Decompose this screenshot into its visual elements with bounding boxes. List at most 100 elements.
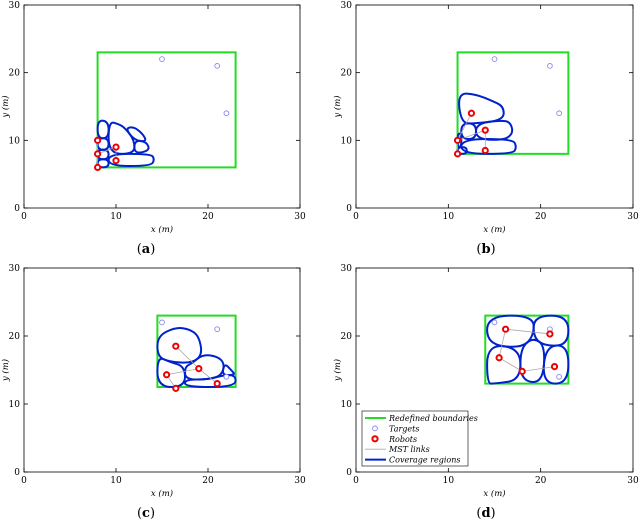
legend-swatch-robots <box>371 435 379 443</box>
panel-c: 0 10 20 30 0 10 20 30 x (m) y (m) (c) <box>0 264 306 521</box>
coverage-region <box>475 119 514 141</box>
y-tick-label: 20 <box>341 69 353 79</box>
robot-marker <box>195 365 203 373</box>
caption-letter: c <box>142 506 150 521</box>
y-tick-label: 10 <box>341 400 353 410</box>
mst-link <box>175 345 200 369</box>
robot-marker <box>481 126 489 134</box>
robot-marker <box>546 330 554 338</box>
panel-d: 0 10 20 30 0 10 20 30 x (m) y (m) (d) <box>332 264 639 521</box>
caption-letter: b <box>481 242 490 257</box>
y-tick-label: 10 <box>341 136 353 146</box>
y-tick-label: 0 <box>346 204 352 214</box>
robot-marker <box>501 325 510 333</box>
panel-caption: (a) <box>137 242 156 257</box>
redefined-boundary <box>96 51 237 169</box>
y-tick-label: 30 <box>341 1 353 11</box>
panel-a: 0 10 20 30 0 10 20 30 x (m) y (m) (a) <box>0 1 306 257</box>
x-tick-label: 30 <box>627 212 639 222</box>
legend-label-boundary: Redefined boundaries <box>388 414 478 423</box>
target-marker <box>159 319 165 326</box>
robot-marker <box>518 367 526 375</box>
legend-label-regions: Coverage regions <box>389 456 461 465</box>
coverage-region <box>96 119 110 140</box>
caption-paren-close: ) <box>150 242 155 257</box>
legend-label-robots: Robots <box>388 435 417 444</box>
robot-marker <box>550 363 559 371</box>
robot-marker <box>453 150 462 158</box>
mst-link <box>498 329 506 358</box>
caption-paren-close: ) <box>491 506 496 521</box>
coverage-region <box>519 338 546 384</box>
mst-link <box>522 366 555 372</box>
robot-marker <box>94 136 102 144</box>
panel-caption: (b) <box>476 242 495 257</box>
robot-marker <box>112 157 120 165</box>
y-axis-label: y (m) <box>332 359 343 382</box>
x-axis-label: x (m) <box>483 488 505 499</box>
target-marker <box>214 326 221 333</box>
caption-paren-close: ) <box>491 242 496 257</box>
x-tick-label: 10 <box>443 212 455 222</box>
robot-marker <box>172 384 180 392</box>
coverage-region <box>486 345 522 385</box>
robot-marker <box>453 136 462 144</box>
target-marker <box>491 56 498 62</box>
mst-link <box>505 328 550 335</box>
caption-letter: a <box>142 242 151 257</box>
x-tick-label: 20 <box>202 212 214 222</box>
caption-paren-open: ( <box>137 242 142 257</box>
caption-paren-open: ( <box>137 506 142 521</box>
x-tick-label: 30 <box>294 212 306 222</box>
y-tick-label: 10 <box>9 400 21 410</box>
legend-label-targets: Targets <box>389 424 419 433</box>
mst-link <box>198 368 218 384</box>
caption-letter: d <box>481 506 490 521</box>
y-tick-label: 0 <box>14 204 20 214</box>
coverage-region <box>458 92 505 125</box>
robot-marker <box>94 150 102 158</box>
target-marker <box>214 63 221 69</box>
target-marker <box>223 110 230 117</box>
mst-link <box>457 113 472 141</box>
y-tick-label: 20 <box>9 69 21 79</box>
legend-box <box>361 410 469 467</box>
target-marker <box>556 373 562 380</box>
caption-paren-open: ( <box>476 242 481 257</box>
robot-marker <box>163 371 171 379</box>
axes-frame <box>355 267 634 473</box>
y-tick-label: 30 <box>341 264 353 274</box>
axes-frame <box>355 4 634 209</box>
x-tick-label: 0 <box>21 476 27 486</box>
target-marker <box>547 63 553 69</box>
y-tick-label: 0 <box>14 468 20 478</box>
target-marker <box>491 319 498 326</box>
coverage-region <box>456 132 463 149</box>
robot-marker <box>94 163 102 171</box>
coverage-region <box>156 357 186 388</box>
panel-caption: (d) <box>476 506 495 521</box>
x-axis-label: x (m) <box>151 488 173 499</box>
y-tick-label: 10 <box>9 136 21 146</box>
coverage-region <box>133 139 150 154</box>
mst-link <box>166 368 199 376</box>
y-axis-label: y (m) <box>0 95 11 118</box>
x-tick-label: 10 <box>443 476 455 486</box>
coverage-region <box>107 152 155 167</box>
x-tick-label: 0 <box>353 476 359 486</box>
robot-marker <box>112 143 120 151</box>
y-tick-label: 20 <box>341 332 353 342</box>
x-tick-label: 0 <box>21 212 27 222</box>
x-tick-label: 0 <box>353 212 359 222</box>
mst-link <box>457 129 486 141</box>
caption-paren-open: ( <box>476 506 481 521</box>
x-tick-label: 10 <box>110 476 122 486</box>
coverage-region <box>460 138 517 155</box>
panel-caption: (c) <box>137 506 155 521</box>
coverage-region <box>542 344 570 385</box>
robot-marker <box>481 146 489 155</box>
x-tick-label: 20 <box>535 212 547 222</box>
x-axis-label: x (m) <box>483 224 505 235</box>
